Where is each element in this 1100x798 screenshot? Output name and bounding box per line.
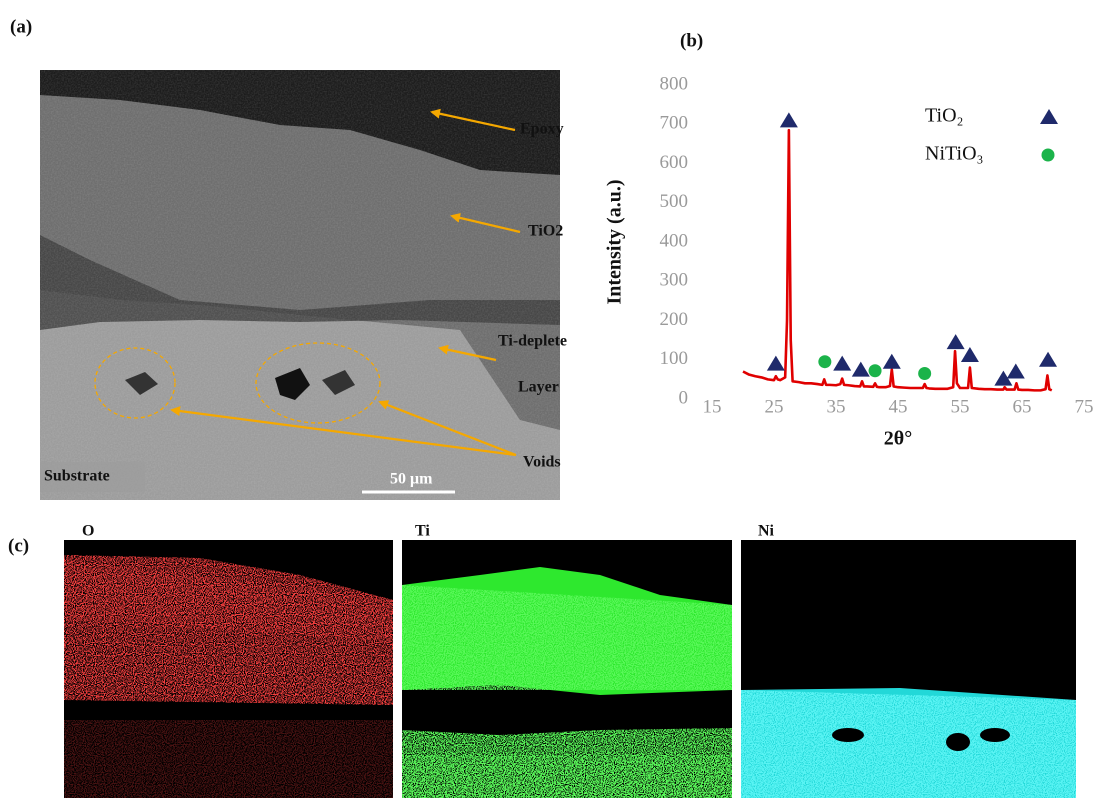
map-title: O bbox=[82, 523, 94, 540]
y-tick-label: 800 bbox=[660, 73, 689, 94]
eds-map-ni bbox=[741, 540, 1076, 798]
scale-bar-label: 50 μm bbox=[390, 471, 433, 488]
legend-marker bbox=[1040, 109, 1058, 124]
map-title: Ti bbox=[415, 523, 430, 540]
y-tick-label: 500 bbox=[660, 191, 689, 212]
eds-map-ti bbox=[402, 540, 732, 798]
arrow bbox=[170, 406, 517, 457]
sem-label: Voids bbox=[523, 454, 561, 471]
y-tick-label: 300 bbox=[660, 270, 689, 291]
arrow bbox=[378, 400, 517, 457]
sem-image bbox=[40, 70, 560, 500]
legend-marker bbox=[1041, 148, 1055, 162]
peak-marker bbox=[818, 355, 832, 369]
y-axis-title: Intensity (a.u.) bbox=[604, 179, 626, 304]
peak-marker bbox=[882, 353, 901, 369]
sem-label: TiO2 bbox=[528, 223, 563, 240]
sem-label: Substrate bbox=[44, 468, 110, 485]
sem-label: Layer bbox=[518, 379, 559, 396]
y-tick-label: 400 bbox=[660, 230, 689, 251]
peak-marker bbox=[918, 366, 932, 380]
sem-label: Epoxy bbox=[520, 121, 564, 138]
x-tick-label: 15 bbox=[703, 396, 722, 417]
panel-label: (a) bbox=[10, 16, 32, 37]
x-tick-label: 25 bbox=[765, 396, 784, 417]
peak-marker bbox=[851, 361, 870, 377]
y-tick-label: 100 bbox=[660, 348, 689, 369]
panel-label: (b) bbox=[680, 30, 703, 51]
x-tick-label: 65 bbox=[1013, 396, 1032, 417]
legend-label: TiO₂ bbox=[925, 105, 964, 127]
arrow bbox=[438, 344, 497, 362]
peak-marker bbox=[1006, 363, 1025, 379]
y-tick-label: 700 bbox=[660, 113, 689, 134]
y-tick-label: 600 bbox=[660, 152, 689, 173]
peak-marker bbox=[833, 355, 852, 371]
legend-label: NiTiO₃ bbox=[925, 143, 984, 165]
xrd-line bbox=[742, 128, 1053, 392]
x-tick-label: 75 bbox=[1075, 396, 1094, 417]
eds-map-o bbox=[64, 540, 393, 798]
peak-marker bbox=[779, 112, 798, 128]
x-tick-label: 55 bbox=[951, 396, 970, 417]
arrow bbox=[450, 212, 521, 234]
peak-marker bbox=[1039, 351, 1058, 367]
y-tick-label: 0 bbox=[679, 387, 689, 408]
panel-label: (c) bbox=[8, 535, 29, 556]
arrow bbox=[430, 108, 516, 132]
peak-marker bbox=[946, 334, 965, 350]
peak-marker bbox=[766, 355, 785, 371]
map-title: Ni bbox=[758, 523, 775, 540]
x-tick-label: 35 bbox=[827, 396, 846, 417]
peak-marker bbox=[994, 370, 1013, 386]
peak-marker bbox=[960, 347, 979, 363]
x-axis-title: 2θ° bbox=[884, 428, 912, 450]
x-tick-label: 45 bbox=[889, 396, 908, 417]
sem-label: Ti-deplete bbox=[498, 333, 567, 350]
peak-marker bbox=[868, 364, 882, 378]
y-tick-label: 200 bbox=[660, 309, 689, 330]
